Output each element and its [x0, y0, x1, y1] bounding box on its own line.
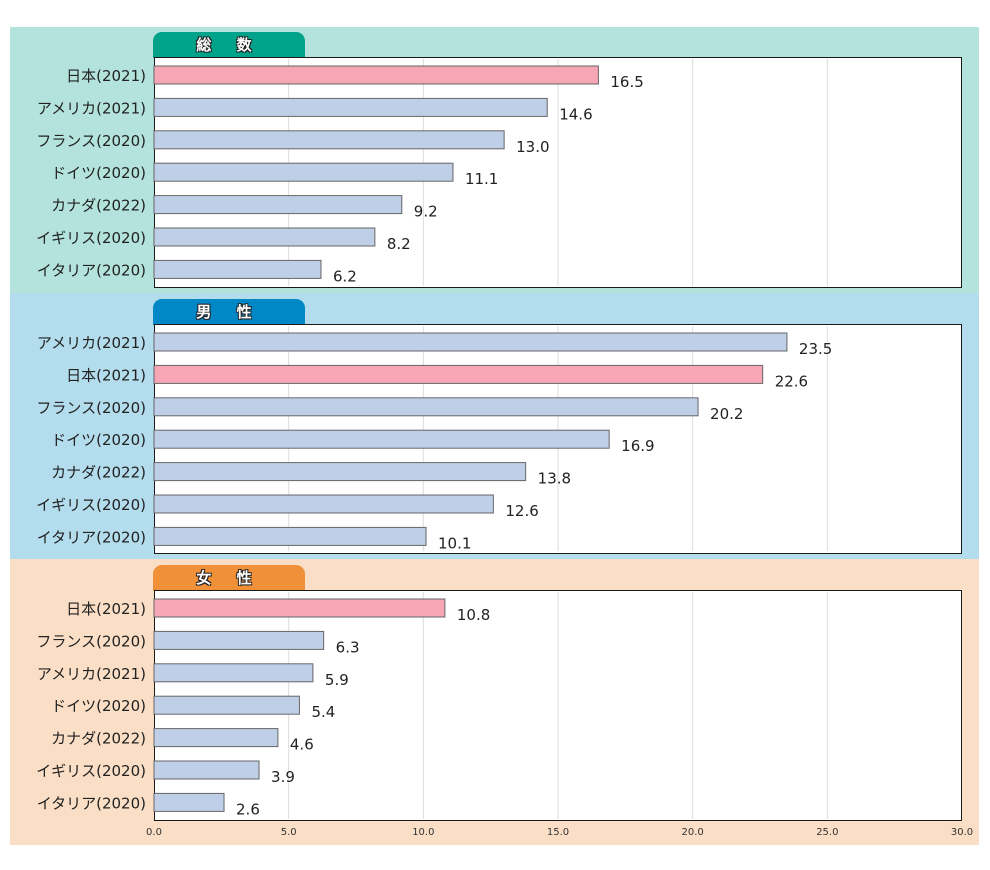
value-label: 6.2	[333, 267, 357, 285]
bar	[153, 397, 699, 417]
x-tick-label: 25.0	[816, 827, 838, 838]
bar	[153, 462, 527, 482]
value-label: 8.2	[387, 235, 411, 253]
category-label: イギリス(2020)	[36, 762, 146, 780]
bar	[153, 429, 610, 449]
bar	[153, 162, 454, 182]
tab-male-title: 男 性	[153, 299, 305, 325]
category-label: ドイツ(2020)	[51, 164, 146, 182]
bar-japan	[153, 598, 446, 618]
value-label: 12.6	[505, 502, 538, 520]
bar	[153, 97, 548, 117]
category-label: イタリア(2020)	[37, 261, 146, 279]
bar	[153, 695, 300, 715]
category-label: アメリカ(2021)	[37, 334, 146, 352]
x-tick-label: 0.0	[146, 827, 162, 838]
value-label: 16.5	[610, 73, 643, 91]
tab-female-title: 女 性	[153, 565, 305, 591]
value-label: 14.6	[559, 105, 592, 123]
bar	[153, 195, 403, 215]
value-label: 11.1	[465, 170, 498, 188]
value-label: 4.6	[290, 736, 314, 754]
category-label: アメリカ(2021)	[37, 99, 146, 117]
category-label: 日本(2021)	[66, 67, 146, 85]
bar	[153, 760, 260, 780]
category-label: イギリス(2020)	[36, 496, 146, 514]
bar	[153, 630, 325, 650]
category-label: カナダ(2022)	[51, 464, 146, 482]
bar	[153, 259, 322, 279]
bar	[153, 526, 427, 546]
value-label: 10.1	[438, 534, 471, 552]
value-label: 20.2	[710, 405, 743, 423]
value-label: 13.0	[516, 138, 549, 156]
x-tick-label: 20.0	[682, 827, 704, 838]
bar	[153, 728, 279, 748]
x-tick-label: 5.0	[281, 827, 297, 838]
value-label: 6.3	[336, 638, 360, 656]
category-label: フランス(2020)	[36, 399, 146, 417]
category-label: イギリス(2020)	[36, 229, 146, 247]
x-tick-label: 30.0	[951, 827, 973, 838]
category-label: 日本(2021)	[66, 600, 146, 618]
bar	[153, 494, 494, 514]
value-label: 5.9	[325, 671, 349, 689]
value-label: 2.6	[236, 800, 260, 818]
category-label: カナダ(2022)	[51, 730, 146, 748]
tab-total-title: 総 数	[153, 32, 305, 58]
value-label: 16.9	[621, 437, 654, 455]
bar	[153, 227, 376, 247]
category-label: イタリア(2020)	[37, 528, 146, 546]
x-tick-label: 10.0	[412, 827, 434, 838]
x-tick-label: 15.0	[547, 827, 569, 838]
bar	[153, 792, 225, 812]
category-label: 日本(2021)	[66, 366, 146, 384]
category-label: フランス(2020)	[36, 132, 146, 150]
bar	[153, 130, 505, 150]
category-label: アメリカ(2021)	[37, 665, 146, 683]
bar	[153, 663, 314, 683]
bar-japan	[153, 364, 764, 384]
value-label: 23.5	[799, 340, 832, 358]
value-label: 22.6	[775, 372, 808, 390]
category-label: イタリア(2020)	[37, 794, 146, 812]
category-label: ドイツ(2020)	[51, 431, 146, 449]
value-label: 3.9	[271, 768, 295, 786]
bar	[153, 332, 788, 352]
category-label: フランス(2020)	[36, 632, 146, 650]
value-label: 5.4	[311, 703, 335, 721]
value-label: 9.2	[414, 203, 438, 221]
value-label: 10.8	[457, 606, 490, 624]
category-label: ドイツ(2020)	[51, 697, 146, 715]
value-label: 13.8	[538, 470, 571, 488]
bar-japan	[153, 65, 599, 85]
category-label: カナダ(2022)	[51, 197, 146, 215]
